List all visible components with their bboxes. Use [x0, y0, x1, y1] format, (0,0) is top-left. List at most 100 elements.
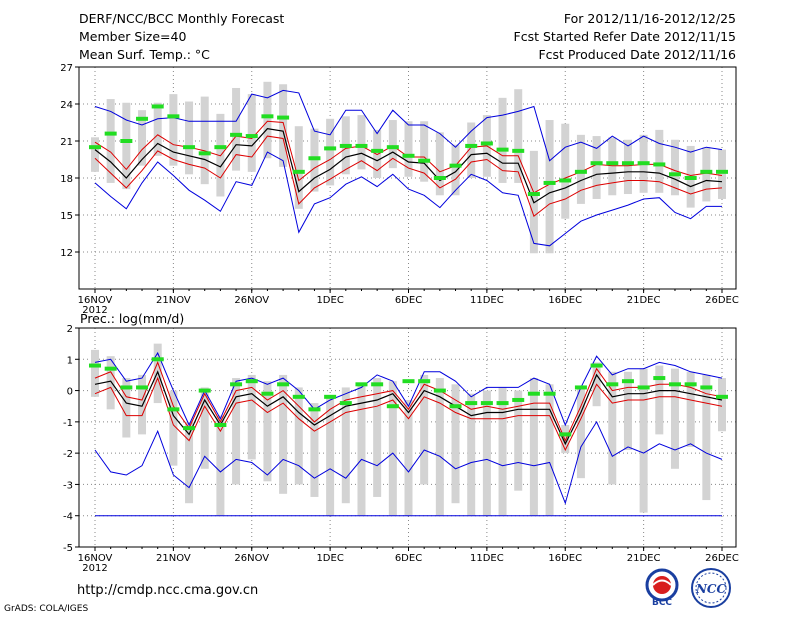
- panel2-ensemble-box: [623, 371, 632, 451]
- panel2-median-marker: [637, 385, 650, 390]
- panel1-median-marker: [386, 145, 399, 150]
- panel2-median-marker: [527, 391, 540, 396]
- header-left: DERF/NCC/BCC Monthly Forecast Member Siz…: [79, 10, 284, 64]
- panel2-median-marker: [277, 382, 290, 387]
- panel1-median-marker: [668, 172, 681, 177]
- panel2-median-marker: [496, 401, 509, 406]
- panel1-median-marker: [355, 143, 368, 148]
- panel2-median-marker: [120, 385, 133, 390]
- panel1-x-tick-label: 26DEC: [705, 295, 739, 306]
- panel2-x-tick-year: 2012: [82, 563, 107, 574]
- panel1-median-marker: [527, 192, 540, 197]
- variable-label: Mean Surf. Temp.: °C: [79, 47, 210, 62]
- panel1-median-marker: [543, 180, 556, 185]
- panel2-ensemble-box: [467, 393, 476, 516]
- panel1-ensemble-box: [592, 136, 601, 199]
- panel2-median-marker: [355, 382, 368, 387]
- panel2-min-line: [94, 420, 723, 505]
- website-url[interactable]: http://cmdp.ncc.cma.gov.cn: [77, 583, 259, 598]
- panel1-median-marker: [716, 169, 728, 174]
- panel2-x-tick-label: 26DEC: [705, 553, 739, 564]
- grads-credit: GrADS: COLA/IGES: [4, 604, 89, 614]
- panel2-ensemble-box: [482, 390, 491, 516]
- panel1-median-marker: [277, 115, 290, 120]
- panel1-x-tick-label: 16DEC: [548, 295, 582, 306]
- panel1-x-tick-label: 11DEC: [470, 295, 504, 306]
- panel2-ensemble-box: [373, 378, 382, 497]
- panel1-median-marker: [339, 143, 352, 148]
- panel1-ensemble-box: [232, 87, 241, 171]
- panel1-mean-line: [94, 128, 723, 204]
- panel1-ensemble-box: [467, 122, 476, 178]
- panel2-ensemble-box: [185, 421, 194, 504]
- panel1-y-tick-label: 18: [60, 174, 73, 185]
- panel1-median-marker: [292, 169, 305, 174]
- panel1-ensemble-box: [106, 99, 115, 183]
- ncc-logo: NCC: [691, 568, 731, 608]
- panel2-median-marker: [449, 404, 462, 409]
- panel1-ensemble-box: [514, 89, 523, 183]
- panel1-median-marker: [402, 153, 415, 158]
- panel2-mean-line: [94, 370, 723, 446]
- panel1-ensemble-box: [247, 94, 256, 172]
- panel2-median-marker: [292, 394, 305, 399]
- panel2-median-marker: [653, 376, 666, 381]
- panel1-ensemble-box: [138, 110, 147, 166]
- panel2-median-marker: [668, 382, 681, 387]
- panel2-ensemble-box: [138, 374, 147, 435]
- panel1-median-marker: [449, 163, 462, 168]
- panel2-median-marker: [512, 397, 525, 402]
- panel1-y-tick-label: 21: [60, 137, 73, 148]
- panel2-plot-frame: [78, 327, 737, 548]
- chart-title: DERF/NCC/BCC Monthly Forecast: [79, 11, 285, 26]
- panel2-ensemble-box: [451, 384, 460, 504]
- panel2-ensemble-box: [279, 374, 288, 494]
- panel1-ensemble-box: [326, 118, 335, 186]
- panel2-mean-sd-line: [94, 376, 723, 452]
- panel2-median-marker: [606, 382, 619, 387]
- panel1-ensemble-box: [200, 96, 209, 185]
- panel2-median-marker: [465, 401, 478, 406]
- panel1-median-marker: [214, 145, 227, 150]
- panel2-median-marker: [590, 363, 603, 368]
- panel2-x-tick-label: 26NOV: [234, 553, 269, 564]
- panel2-median-marker: [574, 385, 587, 390]
- panel1-median-marker: [261, 114, 274, 119]
- panel2-ensemble-box: [702, 374, 711, 501]
- panel2-x-tick-label: 16NOV: [78, 553, 113, 564]
- panel1-ensemble-box: [718, 149, 726, 199]
- panel2-y-tick-label: -2: [63, 449, 73, 460]
- panel1-ensemble-box: [388, 120, 397, 169]
- panel1-median-marker: [245, 134, 258, 139]
- panel1-ensemble-box: [435, 132, 444, 196]
- panel2-median-marker: [89, 363, 101, 368]
- panel2-median-marker: [324, 394, 337, 399]
- bcc-logo-text: BCC: [652, 598, 672, 608]
- panel1-ensemble-box: [279, 84, 288, 167]
- panel1-ensemble-box: [420, 121, 429, 182]
- panel1-ensemble-box: [404, 121, 413, 177]
- panel2-x-tick-label: 21DEC: [627, 553, 661, 564]
- panel1-median-marker: [637, 161, 650, 166]
- panel2-ensemble-box: [91, 349, 99, 397]
- panel1-ensemble-box: [702, 147, 711, 202]
- panel2-median-marker: [198, 388, 211, 393]
- panel2-median-marker: [386, 404, 399, 409]
- panel1-median-marker: [167, 114, 180, 119]
- panel2-max-line: [94, 351, 723, 427]
- panel2-ensemble-box: [326, 396, 335, 516]
- start-date: Fcst Started Refer Date 2012/11/15: [513, 29, 737, 44]
- panel1-x-tick-label: 1DEC: [316, 295, 343, 306]
- panel1-ensemble-box: [498, 97, 507, 183]
- panel1-median-marker: [89, 145, 101, 150]
- panel2-median-marker: [245, 379, 258, 384]
- bcc-logo: BCC: [645, 568, 679, 608]
- panel2-median-marker: [230, 382, 243, 387]
- panel1-ensemble-box: [185, 101, 194, 175]
- panel2-y-tick-label: -3: [63, 480, 73, 491]
- produced-date: Fcst Produced Date 2012/11/16: [538, 47, 736, 62]
- panel1-median-marker: [136, 116, 149, 121]
- panel2-y-tick-label: 2: [67, 324, 73, 335]
- panel2-ensemble-box: [420, 374, 429, 485]
